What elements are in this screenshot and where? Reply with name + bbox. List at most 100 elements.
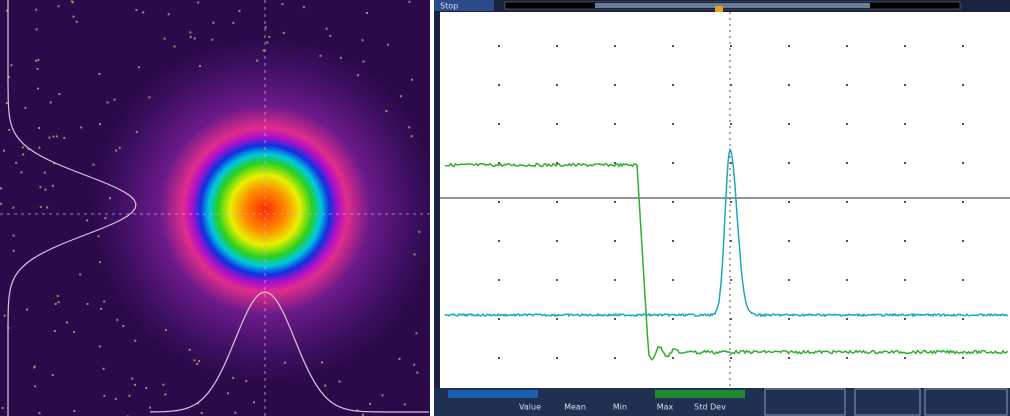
speckle — [415, 332, 417, 334]
speckle — [3, 150, 5, 152]
speckle — [149, 407, 151, 409]
speckle — [324, 385, 326, 387]
speckle — [93, 164, 95, 166]
grid-dot — [962, 123, 964, 125]
speckle — [39, 186, 41, 188]
grid-dot — [614, 201, 616, 203]
grid-dot — [730, 123, 732, 125]
speckle — [414, 253, 416, 255]
speckle — [6, 102, 8, 104]
speckle — [266, 41, 268, 43]
grid-dot — [556, 240, 558, 242]
speckle — [26, 309, 28, 311]
speckle — [58, 301, 60, 303]
speckle — [107, 101, 109, 103]
grid-dot — [614, 123, 616, 125]
grid-dot — [846, 162, 848, 164]
speckle — [138, 66, 140, 68]
speckle — [411, 79, 413, 81]
speckle — [57, 295, 59, 297]
speckle — [73, 16, 75, 18]
grid-dot — [962, 357, 964, 359]
grid-dot — [498, 84, 500, 86]
grid-dot — [730, 357, 732, 359]
measurement-header: Max — [657, 403, 674, 412]
grid-dot — [730, 240, 732, 242]
grid-dot — [904, 45, 906, 47]
grid-dot — [672, 201, 674, 203]
speckle — [11, 64, 13, 66]
speckle — [99, 123, 101, 125]
grid-dot — [788, 201, 790, 203]
speckle — [284, 362, 286, 364]
grid-dot — [962, 162, 964, 164]
speckle — [22, 154, 24, 156]
speckle — [363, 61, 365, 63]
grid-dot — [730, 162, 732, 164]
speckle — [387, 44, 389, 46]
speckle — [165, 329, 167, 331]
measurement-header: Min — [613, 403, 627, 412]
grid-dot — [904, 357, 906, 359]
speckle — [227, 392, 229, 394]
speckle — [49, 137, 51, 139]
speckle — [416, 372, 418, 374]
grid-dot — [904, 279, 906, 281]
grid-dot — [672, 162, 674, 164]
separator — [430, 0, 434, 416]
speckle — [86, 220, 88, 222]
grid-dot — [614, 162, 616, 164]
speckle — [122, 325, 124, 327]
grid-dot — [730, 318, 732, 320]
speckle — [52, 374, 54, 376]
grid-dot — [556, 318, 558, 320]
grid-dot — [730, 201, 732, 203]
speckle — [366, 12, 368, 14]
ch2-box — [655, 390, 745, 398]
speckle — [197, 2, 199, 4]
grid-dot — [788, 45, 790, 47]
speckle — [100, 308, 102, 310]
grid-dot — [904, 123, 906, 125]
grid-dot — [962, 318, 964, 320]
speckle — [303, 6, 305, 8]
grid-dot — [962, 240, 964, 242]
speckle — [326, 28, 328, 30]
grid-dot — [498, 318, 500, 320]
speckle — [283, 32, 285, 34]
grid-dot — [730, 45, 732, 47]
grid-dot — [672, 357, 674, 359]
grid-dot — [614, 357, 616, 359]
grid-dot — [846, 318, 848, 320]
grid-dot — [788, 162, 790, 164]
speckle — [21, 172, 23, 174]
speckle — [36, 28, 38, 30]
speckle — [135, 9, 137, 11]
grid-dot — [556, 123, 558, 125]
speckle — [129, 395, 131, 397]
speckle — [411, 135, 413, 137]
composite: Stop ValueMeanMinMaxStd Dev — [0, 0, 1010, 416]
speckle — [211, 39, 213, 41]
grid-dot — [962, 45, 964, 47]
speckle — [399, 358, 401, 360]
speckle — [103, 301, 105, 303]
ch1-box — [448, 390, 538, 398]
speckle — [115, 150, 117, 152]
grid-dot — [498, 45, 500, 47]
speckle — [131, 378, 133, 380]
speckle — [13, 235, 15, 237]
grid-dot — [730, 84, 732, 86]
speckle — [24, 107, 26, 109]
speckle — [35, 60, 37, 62]
grid-dot — [498, 240, 500, 242]
grid-dot — [498, 201, 500, 203]
speckle — [54, 330, 56, 332]
speckle — [194, 38, 196, 40]
speckle — [99, 346, 101, 348]
speckle — [142, 11, 144, 13]
grid-dot — [614, 240, 616, 242]
speckle — [268, 36, 270, 38]
grid-dot — [962, 279, 964, 281]
grid-dot — [556, 279, 558, 281]
